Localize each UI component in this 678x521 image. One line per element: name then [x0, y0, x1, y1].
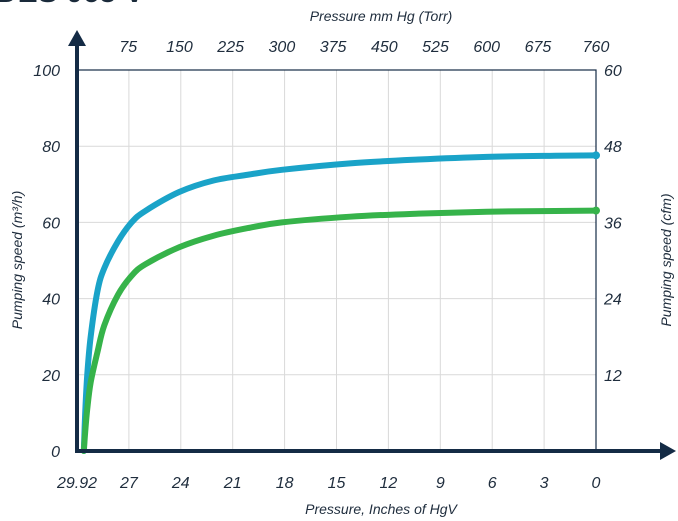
y-right-tick-label: 60 [604, 63, 622, 80]
x-top-tick-label: 75 [119, 39, 137, 56]
x-top-tick-label: 150 [166, 39, 193, 56]
x-top-tick-label: 225 [216, 39, 244, 56]
x-bottom-tick-label: 15 [328, 475, 346, 492]
y-right-tick-label: 12 [604, 368, 622, 385]
x-bottom-tick-label: 9 [436, 475, 445, 492]
x-bottom-tick-label: 24 [171, 475, 190, 492]
bottom-axis-arrow [660, 442, 676, 460]
y-left-tick-label: 20 [41, 368, 60, 385]
bottom-axis-label: Pressure, Inches of HgV [305, 501, 458, 517]
x-bottom-tick-label: 18 [276, 475, 294, 492]
x-top-tick-label: 300 [269, 39, 296, 56]
series-line-1 [80, 152, 599, 454]
y-left-tick-label: 80 [42, 139, 60, 156]
y-right-tick-label: 24 [603, 292, 622, 309]
x-bottom-tick-label: 21 [223, 475, 242, 492]
axes [68, 30, 676, 460]
y-left-tick-label: 40 [42, 292, 60, 309]
x-top-tick-label: 600 [473, 39, 500, 56]
x-top-tick-label: 525 [422, 39, 449, 56]
left-axis-label: Pumping speed (m³/h) [9, 191, 25, 330]
tick-labels: 29.92 27 24 21 18 15 12 9 6 3 00204060801001224364… [33, 39, 622, 492]
y-left-tick-label: 0 [51, 444, 60, 461]
y-left-tick-label: 100 [33, 63, 60, 80]
x-bottom-tick-label: 3 [540, 475, 549, 492]
x-top-tick-label: 675 [525, 39, 552, 56]
grid-lines [77, 70, 596, 451]
x-top-tick-label: 450 [371, 39, 398, 56]
x-bottom-tick-label: 27 [119, 475, 139, 492]
y-right-tick-label: 36 [604, 215, 622, 232]
y-left-tick-label: 60 [42, 215, 60, 232]
x-bottom-tick-label: 0 [592, 475, 601, 492]
series-end-point-1 [592, 151, 600, 160]
series-layer [80, 151, 600, 454]
x-top-tick-label: 375 [320, 39, 347, 56]
y-right-tick-label: 48 [604, 139, 622, 156]
x-bottom-tick-label: 12 [380, 475, 398, 492]
x-bottom-tick-label: 29.92 [56, 475, 97, 492]
top-axis-label: Pressure mm Hg (Torr) [310, 8, 453, 24]
series-line-2 [80, 207, 599, 454]
left-axis-arrow [68, 30, 86, 46]
series-end-point-2 [592, 206, 600, 215]
chart-title: DES 065 V [0, 0, 144, 9]
right-axis-label: Pumping speed (cfm) [658, 193, 674, 326]
x-bottom-tick-label: 6 [488, 475, 497, 492]
x-top-tick-label: 760 [583, 39, 610, 56]
